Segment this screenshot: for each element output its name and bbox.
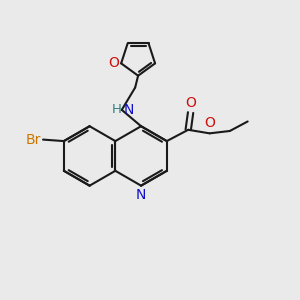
Text: O: O [108,56,119,70]
Text: Br: Br [26,133,41,147]
Text: N: N [123,103,134,117]
Text: O: O [185,96,196,110]
Text: N: N [136,188,146,202]
Text: O: O [204,116,215,130]
Text: H: H [112,103,122,116]
